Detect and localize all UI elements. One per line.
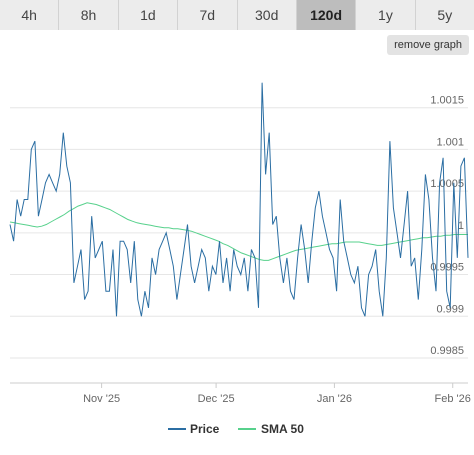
range-button-8h[interactable]: 8h	[59, 0, 119, 30]
legend-sma50-label[interactable]: SMA 50	[261, 422, 304, 436]
y-tick-label: 0.9995	[430, 262, 464, 274]
range-button-5y[interactable]: 5y	[415, 0, 474, 30]
chart-legend: Price SMA 50	[168, 422, 304, 436]
range-button-1d[interactable]: 1d	[118, 0, 179, 30]
range-button-4h[interactable]: 4h	[0, 0, 60, 30]
x-tick-label: Jan '26	[317, 393, 352, 405]
y-tick-label: 1.0015	[430, 95, 464, 107]
y-tick-label: 0.9985	[430, 345, 464, 357]
x-tick-label: Nov '25	[83, 393, 120, 405]
sma50-series-line	[9, 202, 468, 261]
y-tick-label: 1	[458, 220, 464, 232]
range-button-120d[interactable]: 120d	[296, 0, 357, 30]
range-button-30d[interactable]: 30d	[237, 0, 297, 30]
range-button-1y[interactable]: 1y	[356, 0, 416, 30]
x-tick-label: Feb '26	[435, 393, 471, 405]
y-tick-label: 1.0005	[430, 178, 464, 190]
range-button-7d[interactable]: 7d	[178, 0, 238, 30]
price-series-line	[9, 82, 469, 317]
y-tick-label: 1.001	[436, 136, 464, 148]
x-tick-label: Dec '25	[198, 393, 235, 405]
y-tick-label: 0.999	[436, 303, 464, 315]
remove-graph-button[interactable]: remove graph	[387, 35, 469, 55]
range-selector: 4h 8h 1d 7d 30d 120d 1y 5y	[0, 0, 474, 30]
legend-price-label[interactable]: Price	[190, 422, 220, 436]
